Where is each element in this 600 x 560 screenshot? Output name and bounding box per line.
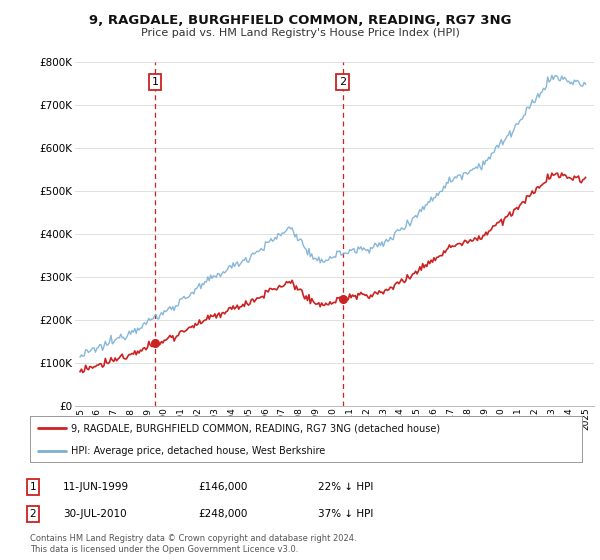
Text: 9, RAGDALE, BURGHFIELD COMMON, READING, RG7 3NG: 9, RAGDALE, BURGHFIELD COMMON, READING, … <box>89 14 511 27</box>
Text: £146,000: £146,000 <box>198 482 247 492</box>
Text: 2: 2 <box>29 509 37 519</box>
Text: 2: 2 <box>339 77 346 87</box>
Text: 9, RAGDALE, BURGHFIELD COMMON, READING, RG7 3NG (detached house): 9, RAGDALE, BURGHFIELD COMMON, READING, … <box>71 423 440 433</box>
Text: 1: 1 <box>151 77 158 87</box>
Text: This data is licensed under the Open Government Licence v3.0.: This data is licensed under the Open Gov… <box>30 545 298 554</box>
Text: 30-JUL-2010: 30-JUL-2010 <box>63 509 127 519</box>
Text: 1: 1 <box>29 482 37 492</box>
Text: £248,000: £248,000 <box>198 509 247 519</box>
Text: 22% ↓ HPI: 22% ↓ HPI <box>318 482 373 492</box>
Text: Price paid vs. HM Land Registry's House Price Index (HPI): Price paid vs. HM Land Registry's House … <box>140 28 460 38</box>
Text: 11-JUN-1999: 11-JUN-1999 <box>63 482 129 492</box>
Text: Contains HM Land Registry data © Crown copyright and database right 2024.: Contains HM Land Registry data © Crown c… <box>30 534 356 543</box>
Text: 37% ↓ HPI: 37% ↓ HPI <box>318 509 373 519</box>
Text: HPI: Average price, detached house, West Berkshire: HPI: Average price, detached house, West… <box>71 446 326 455</box>
